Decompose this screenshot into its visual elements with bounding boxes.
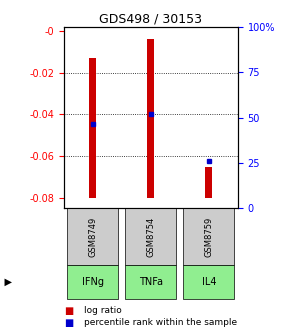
Text: agent  ▶: agent ▶ bbox=[0, 277, 12, 287]
Text: GSM8759: GSM8759 bbox=[204, 217, 213, 257]
Text: log ratio: log ratio bbox=[84, 306, 122, 315]
Bar bbox=[183, 265, 234, 299]
Text: IL4: IL4 bbox=[202, 277, 216, 287]
Bar bbox=[125, 265, 176, 299]
Bar bbox=[89, 58, 96, 198]
Title: GDS498 / 30153: GDS498 / 30153 bbox=[99, 13, 202, 26]
Text: percentile rank within the sample: percentile rank within the sample bbox=[84, 318, 237, 327]
Bar bbox=[205, 167, 212, 198]
Text: TNFa: TNFa bbox=[139, 277, 163, 287]
Text: ■: ■ bbox=[64, 306, 73, 316]
Text: GSM8754: GSM8754 bbox=[146, 217, 155, 257]
Bar bbox=[67, 208, 118, 265]
Text: GSM8749: GSM8749 bbox=[88, 217, 97, 257]
Bar bbox=[147, 39, 154, 198]
Text: IFNg: IFNg bbox=[82, 277, 104, 287]
Text: ■: ■ bbox=[64, 318, 73, 328]
Bar bbox=[183, 208, 234, 265]
Bar bbox=[67, 265, 118, 299]
Bar bbox=[125, 208, 176, 265]
